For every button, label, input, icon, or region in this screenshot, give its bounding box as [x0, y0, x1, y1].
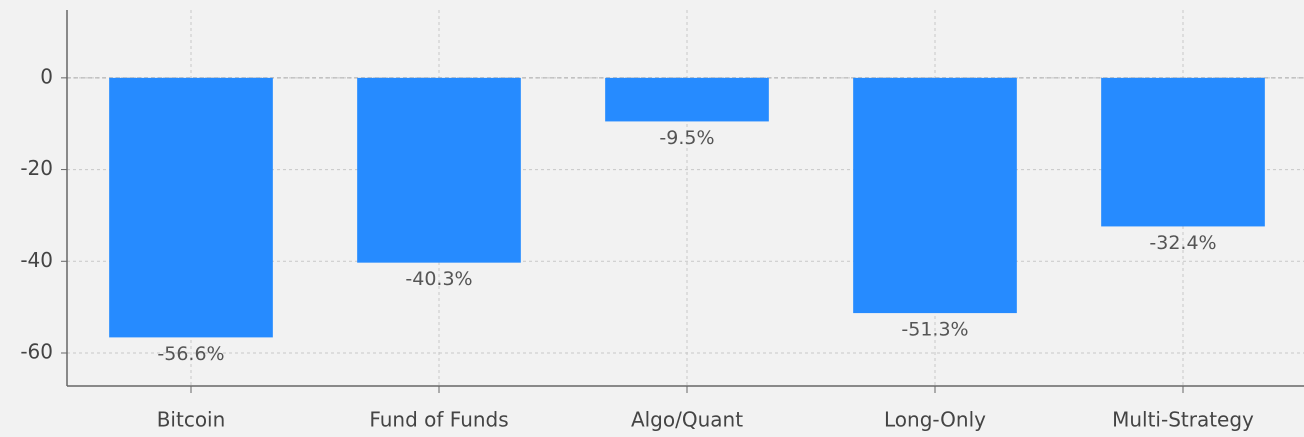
bar — [109, 77, 273, 338]
x-tick-label: Long-Only — [884, 408, 986, 432]
value-label: -9.5% — [659, 127, 714, 149]
bar — [853, 77, 1017, 314]
y-tick-label: -40 — [20, 248, 53, 272]
x-tick-label: Bitcoin — [157, 408, 226, 432]
x-tick-label: Fund of Funds — [369, 408, 508, 432]
bar — [605, 77, 769, 122]
value-label: -56.6% — [157, 343, 224, 365]
value-label: -32.4% — [1149, 232, 1216, 254]
y-tick-label: -60 — [20, 339, 53, 363]
y-tick-label: 0 — [40, 64, 53, 88]
x-tick-label: Multi-Strategy — [1112, 408, 1254, 432]
value-label: -51.3% — [901, 319, 968, 341]
x-tick-label: Algo/Quant — [631, 408, 743, 432]
bar — [357, 77, 521, 263]
y-tick-label: -20 — [20, 156, 53, 180]
bar — [1101, 77, 1265, 227]
value-label: -40.3% — [405, 268, 472, 290]
